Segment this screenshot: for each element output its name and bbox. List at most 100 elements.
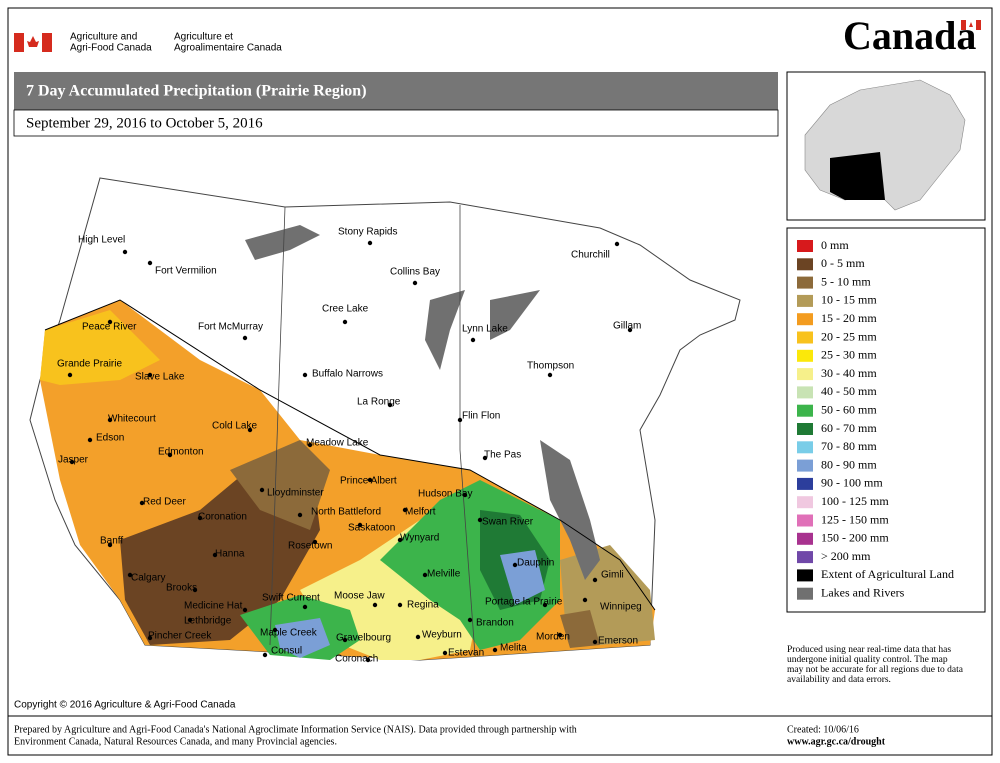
place-label: Swan River <box>482 517 534 528</box>
footer-prepared: Prepared by Agriculture and Agri-Food Ca… <box>14 724 577 735</box>
legend-label: Lakes and Rivers <box>821 585 905 599</box>
legend-swatch <box>797 587 813 600</box>
place-dot <box>470 337 476 343</box>
place-dot <box>259 487 265 493</box>
place-dot <box>512 562 518 568</box>
place-label: La Ronge <box>357 397 401 408</box>
dept-en: Agri-Food Canada <box>70 43 152 54</box>
place-label: Regina <box>407 600 439 611</box>
date-range: September 29, 2016 to October 5, 2016 <box>26 115 263 131</box>
place-label: High Level <box>78 235 125 246</box>
place-label: Portage la Prairie <box>485 597 563 608</box>
note-line: Produced using near real-time data that … <box>787 645 951 655</box>
place-label: Meadow Lake <box>306 438 369 449</box>
legend-swatch <box>797 441 813 454</box>
place-label: Melita <box>500 643 527 654</box>
place-dot <box>367 240 373 246</box>
place-dot <box>557 632 563 638</box>
legend-swatch <box>797 331 813 344</box>
legend-label: 30 - 40 mm <box>821 366 877 380</box>
dept-en: Agriculture and <box>70 32 137 43</box>
place-dot <box>147 372 153 378</box>
place-dot <box>542 602 548 608</box>
place-dot <box>302 604 308 610</box>
place-dot <box>372 602 378 608</box>
place-dot <box>547 372 553 378</box>
place-label: Medicine Hat <box>184 601 243 612</box>
legend-swatch <box>797 349 813 362</box>
place-dot <box>592 639 598 645</box>
legend-swatch <box>797 276 813 289</box>
legend-swatch <box>797 404 813 417</box>
legend-label: 0 - 5 mm <box>821 256 865 270</box>
place-dot <box>422 572 428 578</box>
legend-swatch <box>797 532 813 545</box>
legend-label: Extent of Agricultural Land <box>821 567 954 581</box>
place-dot <box>467 617 473 623</box>
place-label: Edson <box>96 433 124 444</box>
place-label: Winnipeg <box>600 602 642 613</box>
legend-label: 15 - 20 mm <box>821 311 877 325</box>
footer-url: www.agr.gc.ca/drought <box>787 736 886 747</box>
place-label: Thompson <box>527 361 574 372</box>
place-dot <box>242 335 248 341</box>
place-dot <box>367 477 373 483</box>
place-label: Slave Lake <box>135 372 185 383</box>
place-dot <box>592 577 598 583</box>
place-dot <box>342 637 348 643</box>
legend-swatch <box>797 386 813 399</box>
wordmark: Canada <box>843 13 976 58</box>
place-label: Morden <box>536 632 570 643</box>
place-dot <box>247 427 253 433</box>
legend-label: 5 - 10 mm <box>821 274 871 288</box>
place-dot <box>627 327 633 333</box>
place-label: Hudson Bay <box>418 489 472 500</box>
place-label: Swift Current <box>262 593 320 604</box>
wordmark-flag <box>961 20 981 30</box>
place-label: Red Deer <box>143 497 186 508</box>
place-label: Jasper <box>58 455 89 466</box>
legend-label: 60 - 70 mm <box>821 421 877 435</box>
legend-label: 20 - 25 mm <box>821 329 877 343</box>
dept-fr: Agroalimentaire Canada <box>174 43 282 54</box>
place-label: Fort McMurray <box>198 322 263 333</box>
legend-swatch <box>797 294 813 307</box>
place-dot <box>397 602 403 608</box>
legend-swatch <box>797 368 813 381</box>
legend-box <box>786 227 986 613</box>
legend-swatch <box>797 240 813 252</box>
legend-label: 70 - 80 mm <box>821 439 877 453</box>
place-dot <box>387 402 393 408</box>
footer-created: Created: 10/06/16 <box>787 724 859 735</box>
place-dot <box>107 319 113 325</box>
footer-prepared: Environment Canada, Natural Resources Ca… <box>14 736 337 747</box>
place-label: Gimli <box>601 570 624 581</box>
place-label: Dauphin <box>517 558 554 569</box>
place-label: Fort Vermilion <box>155 266 217 277</box>
place-label: Peace River <box>82 322 137 333</box>
place-dot <box>415 634 421 640</box>
place-dot <box>122 249 128 255</box>
place-dot <box>262 652 268 658</box>
place-dot <box>272 627 278 633</box>
place-dot <box>442 650 448 656</box>
legend-swatch <box>797 459 813 472</box>
place-dot <box>167 452 173 458</box>
inset-map <box>804 79 966 211</box>
legend-label: 25 - 30 mm <box>821 348 877 362</box>
legend-swatch <box>797 313 813 326</box>
note-line: availability and data errors. <box>787 675 891 685</box>
place-dot <box>87 437 93 443</box>
place-label: Saskatoon <box>348 523 395 534</box>
place-label: Prince Albert <box>340 476 397 487</box>
place-label: Rosetown <box>288 541 332 552</box>
place-dot <box>397 537 403 543</box>
place-label: Coronation <box>198 512 247 523</box>
place-label: Flin Flon <box>462 411 500 422</box>
legend-label: 10 - 15 mm <box>821 293 877 307</box>
legend-swatch <box>797 496 813 509</box>
legend-label: 80 - 90 mm <box>821 457 877 471</box>
place-dot <box>192 587 198 593</box>
place-dot <box>492 647 498 653</box>
